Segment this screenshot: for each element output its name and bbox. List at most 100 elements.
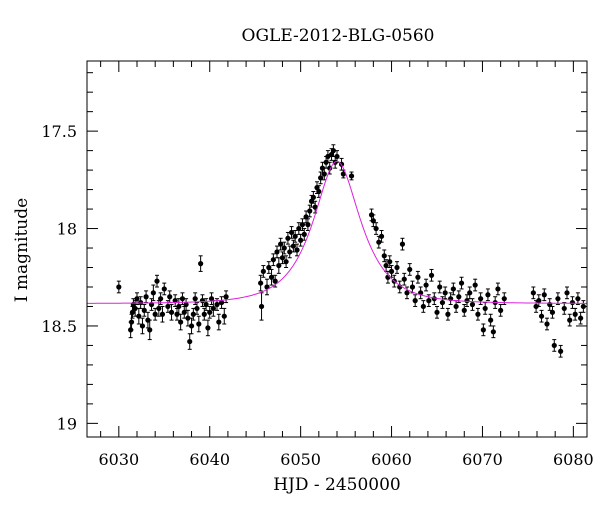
- x-tick-label: 6030: [98, 450, 139, 469]
- data-point: [150, 290, 156, 296]
- data-point: [551, 342, 557, 349]
- data-point: [464, 298, 470, 304]
- y-tick-label: 17.5: [41, 122, 77, 141]
- data-point: [415, 274, 421, 280]
- data-point: [168, 309, 175, 315]
- data-point: [334, 153, 340, 160]
- data-point: [423, 282, 429, 288]
- data-point: [283, 259, 289, 265]
- data-point: [472, 282, 478, 288]
- data-point: [412, 298, 418, 304]
- data-point: [205, 325, 211, 331]
- data-point: [266, 264, 272, 271]
- data-point: [208, 296, 215, 302]
- data-point: [210, 305, 216, 312]
- data-point: [394, 264, 400, 271]
- data-point: [278, 241, 284, 247]
- data-point: [194, 305, 200, 312]
- data-point: [299, 222, 306, 228]
- data-point: [328, 151, 335, 158]
- data-point: [536, 298, 542, 304]
- data-point: [187, 338, 193, 345]
- data-point: [116, 284, 122, 290]
- data-point: [378, 233, 385, 239]
- data-point: [308, 198, 315, 204]
- y-axis-label: I magnitude: [12, 198, 32, 302]
- chart-title: OGLE-2012-BLG-0560: [242, 26, 435, 46]
- data-points-layer: [87, 144, 587, 358]
- data-point: [478, 296, 484, 302]
- data-point: [190, 311, 196, 317]
- data-point: [330, 148, 336, 154]
- data-point: [381, 253, 387, 259]
- data-point: [258, 280, 264, 286]
- data-point: [373, 225, 379, 232]
- data-point: [312, 204, 318, 210]
- data-point: [223, 294, 229, 300]
- data-point: [260, 268, 266, 275]
- x-axis-label: HJD - 2450000: [273, 475, 401, 495]
- model-curve: [87, 160, 587, 304]
- data-point: [567, 317, 573, 323]
- data-point: [404, 290, 410, 296]
- data-point: [533, 303, 539, 310]
- y-tick-label: 18: [57, 220, 77, 239]
- data-point: [192, 296, 198, 302]
- data-point: [154, 278, 160, 284]
- data-point: [201, 311, 207, 317]
- data-point: [569, 299, 576, 306]
- data-point: [498, 307, 504, 313]
- data-point: [426, 298, 432, 304]
- data-point: [376, 239, 382, 245]
- data-point: [143, 294, 149, 300]
- data-point: [258, 303, 265, 310]
- axis-ticks: [87, 61, 587, 437]
- data-point: [316, 188, 322, 195]
- data-point: [401, 276, 407, 282]
- data-point: [453, 303, 459, 310]
- data-point: [434, 309, 440, 315]
- data-point: [298, 237, 304, 243]
- data-point: [167, 294, 173, 300]
- data-point: [488, 317, 494, 323]
- data-point: [279, 255, 286, 261]
- data-point: [159, 311, 166, 317]
- data-point: [303, 214, 309, 220]
- data-point: [264, 284, 270, 290]
- y-tick-labels: 17.5 18 18.5 19: [41, 122, 77, 433]
- data-point: [399, 241, 406, 247]
- data-point: [141, 307, 147, 313]
- data-point: [152, 311, 158, 317]
- data-point: [458, 280, 465, 286]
- x-tick-label: 6070: [462, 450, 503, 469]
- y-tick-label: 19: [57, 414, 77, 433]
- data-point: [407, 266, 413, 273]
- data-point: [158, 296, 164, 302]
- data-point: [188, 323, 195, 329]
- x-tick-label: 6040: [189, 450, 230, 469]
- data-point: [196, 321, 202, 327]
- data-point: [558, 348, 564, 354]
- y-tick-label: 18.5: [41, 317, 77, 336]
- data-point: [276, 262, 282, 269]
- data-point: [475, 311, 481, 317]
- data-point: [274, 249, 280, 255]
- data-point: [288, 229, 295, 236]
- data-point: [181, 309, 187, 315]
- data-point: [490, 329, 496, 335]
- data-point: [139, 323, 146, 329]
- data-point: [578, 315, 584, 321]
- data-point: [485, 292, 491, 298]
- data-point: [185, 315, 191, 321]
- data-point: [179, 296, 186, 302]
- data-point: [409, 284, 416, 290]
- data-point: [450, 286, 456, 292]
- data-point: [383, 262, 389, 269]
- data-point: [549, 309, 556, 315]
- data-point: [314, 185, 320, 191]
- data-point: [467, 290, 473, 296]
- data-point: [216, 319, 222, 325]
- data-point: [301, 231, 307, 237]
- data-point: [178, 319, 184, 325]
